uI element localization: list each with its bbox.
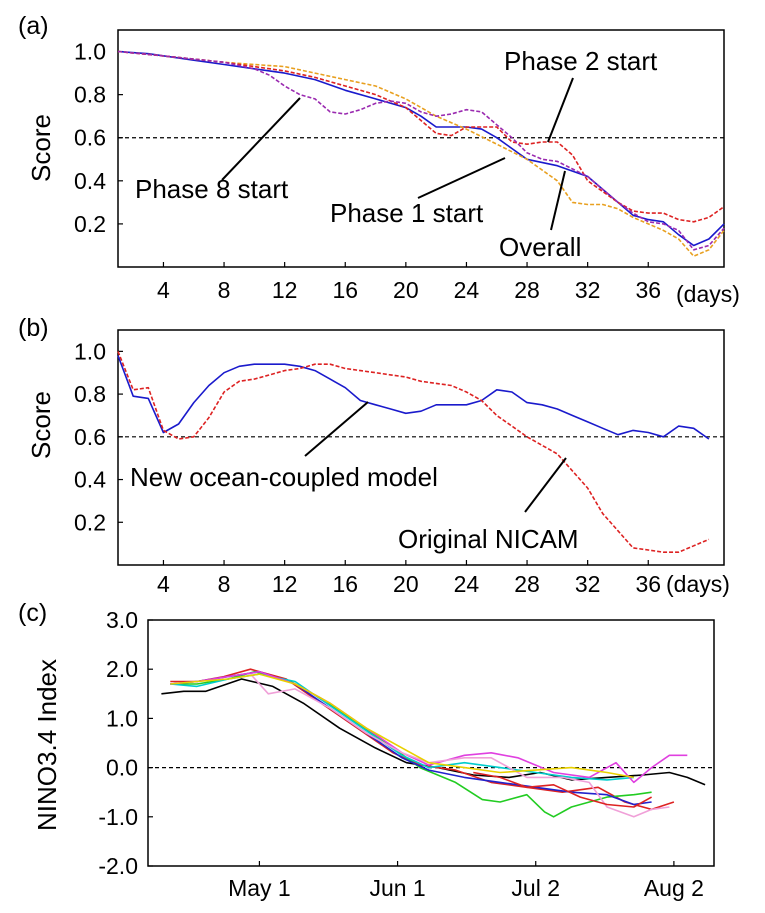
series-line-a-1	[117, 50, 725, 247]
annotation-arrow-ocean-coupled	[304, 401, 369, 457]
x-ticks-b: 4 8 12 16 20 24 28 32 36	[157, 560, 661, 597]
series-line-c-5	[170, 673, 634, 781]
series-line-a-3	[117, 50, 725, 223]
annotation-arrow-phase2	[547, 77, 574, 143]
series-line-a-2	[117, 50, 725, 258]
y-axis-label-b: Score	[26, 391, 56, 459]
plot-frame-c	[147, 619, 715, 867]
x-tick-label: 32	[575, 571, 601, 597]
x-tick-label: 24	[454, 277, 480, 303]
y-ticks-b: 0.2 0.4 0.6 0.8 1.0	[74, 338, 123, 535]
y-tick-label: 0.6	[74, 424, 106, 450]
annotation-arrow-original-nicam	[524, 457, 567, 513]
x-tick-label: Jun 1	[369, 875, 425, 901]
annotation-phase1: Phase 1 start	[330, 198, 484, 228]
y-tick-label: -2.0	[98, 853, 138, 879]
y-axis-label-a: Score	[26, 114, 56, 182]
series-line-c-7	[249, 673, 670, 818]
y-tick-label: 1.0	[106, 705, 138, 731]
series-group-a	[117, 50, 725, 258]
series-line-b-2	[117, 351, 710, 554]
x-tick-label: 16	[332, 277, 358, 303]
x-tick-label: 28	[514, 277, 540, 303]
series-line-c-3	[170, 670, 652, 818]
series-line-c-4	[170, 670, 652, 806]
plot-frame-b	[117, 329, 725, 566]
x-tick-label: 20	[393, 571, 419, 597]
panel-a: (a) Score 0.2 0.4 0.6 0.8 1.0 4 8 12 16 20 24 28 32…	[18, 12, 740, 307]
y-tick-label: 1.0	[74, 39, 106, 65]
annotation-arrow-phase1	[417, 157, 506, 199]
x-tick-label: 16	[332, 571, 358, 597]
x-tick-label: Jul 2	[511, 875, 560, 901]
annotation-arrow-phase8	[221, 97, 301, 181]
x-unit-label-b: (days)	[666, 571, 730, 597]
y-axis-label-c: NINO3.4 Index	[32, 659, 62, 831]
x-tick-label: 36	[635, 571, 661, 597]
panel-b: (b) Score 0.2 0.4 0.6 0.8 1.0 4 8 12 16 20 24 28 32…	[18, 314, 730, 597]
x-tick-label: 32	[575, 277, 601, 303]
series-line-b-1	[117, 355, 710, 440]
y-tick-label: 0.8	[74, 381, 106, 407]
x-tick-label: Aug 2	[644, 875, 704, 901]
x-tick-label: 8	[218, 571, 231, 597]
annotation-original-nicam: Original NICAM	[398, 524, 579, 554]
x-tick-label: 28	[514, 571, 540, 597]
y-tick-label: 0.2	[74, 211, 106, 237]
panel-c: (c) NINO3.4 Index -2.0 -1.0 0.0 1.0 2.0 3.0 M…	[18, 599, 715, 901]
series-line-c-8	[170, 673, 634, 779]
x-unit-label-a: (days)	[676, 281, 740, 307]
plot-frame-a	[117, 29, 725, 268]
y-ticks-a: 0.2 0.4 0.6 0.8 1.0	[74, 39, 123, 237]
y-tick-label: 0.4	[74, 168, 106, 194]
y-tick-label: 0.2	[74, 509, 106, 535]
panel-label-c: (c)	[18, 599, 47, 627]
x-tick-label: May 1	[228, 875, 291, 901]
x-tick-label: 4	[157, 571, 170, 597]
annotation-phase8: Phase 8 start	[135, 174, 289, 204]
x-tick-label: 8	[218, 277, 231, 303]
x-tick-label: 4	[157, 277, 170, 303]
y-ticks-c: -2.0 -1.0 0.0 1.0 2.0 3.0	[98, 607, 153, 879]
x-tick-label: 12	[272, 277, 298, 303]
series-line-c-6	[170, 670, 688, 784]
panel-label-a: (a)	[18, 12, 49, 40]
y-tick-label: 0.4	[74, 467, 106, 493]
x-tick-label: 36	[635, 277, 661, 303]
x-tick-label: 20	[393, 277, 419, 303]
x-tick-label: 12	[272, 571, 298, 597]
x-tick-label: 24	[454, 571, 480, 597]
panel-label-b: (b)	[18, 314, 49, 342]
annotation-arrow-overall	[550, 170, 566, 231]
annotation-ocean-coupled: New ocean-coupled model	[130, 462, 438, 492]
y-tick-label: 0.0	[106, 755, 138, 781]
x-ticks-a: 4 8 12 16 20 24 28 32 36	[157, 262, 661, 303]
y-tick-label: 1.0	[74, 338, 106, 364]
series-line-c-1	[161, 678, 706, 786]
y-tick-label: 0.6	[74, 125, 106, 151]
annotation-overall: Overall	[499, 232, 581, 262]
y-tick-label: 3.0	[106, 607, 138, 633]
annotation-phase2: Phase 2 start	[504, 46, 658, 76]
y-tick-label: 2.0	[106, 656, 138, 682]
y-tick-label: 0.8	[74, 82, 106, 108]
x-ticks-c: May 1 Jun 1 Jul 2 Aug 2	[228, 861, 704, 901]
y-tick-label: -1.0	[98, 804, 138, 830]
series-line-c-2	[170, 668, 675, 811]
series-line-c-9	[473, 771, 652, 808]
series-group-b	[117, 351, 710, 554]
series-group-c	[161, 668, 706, 818]
